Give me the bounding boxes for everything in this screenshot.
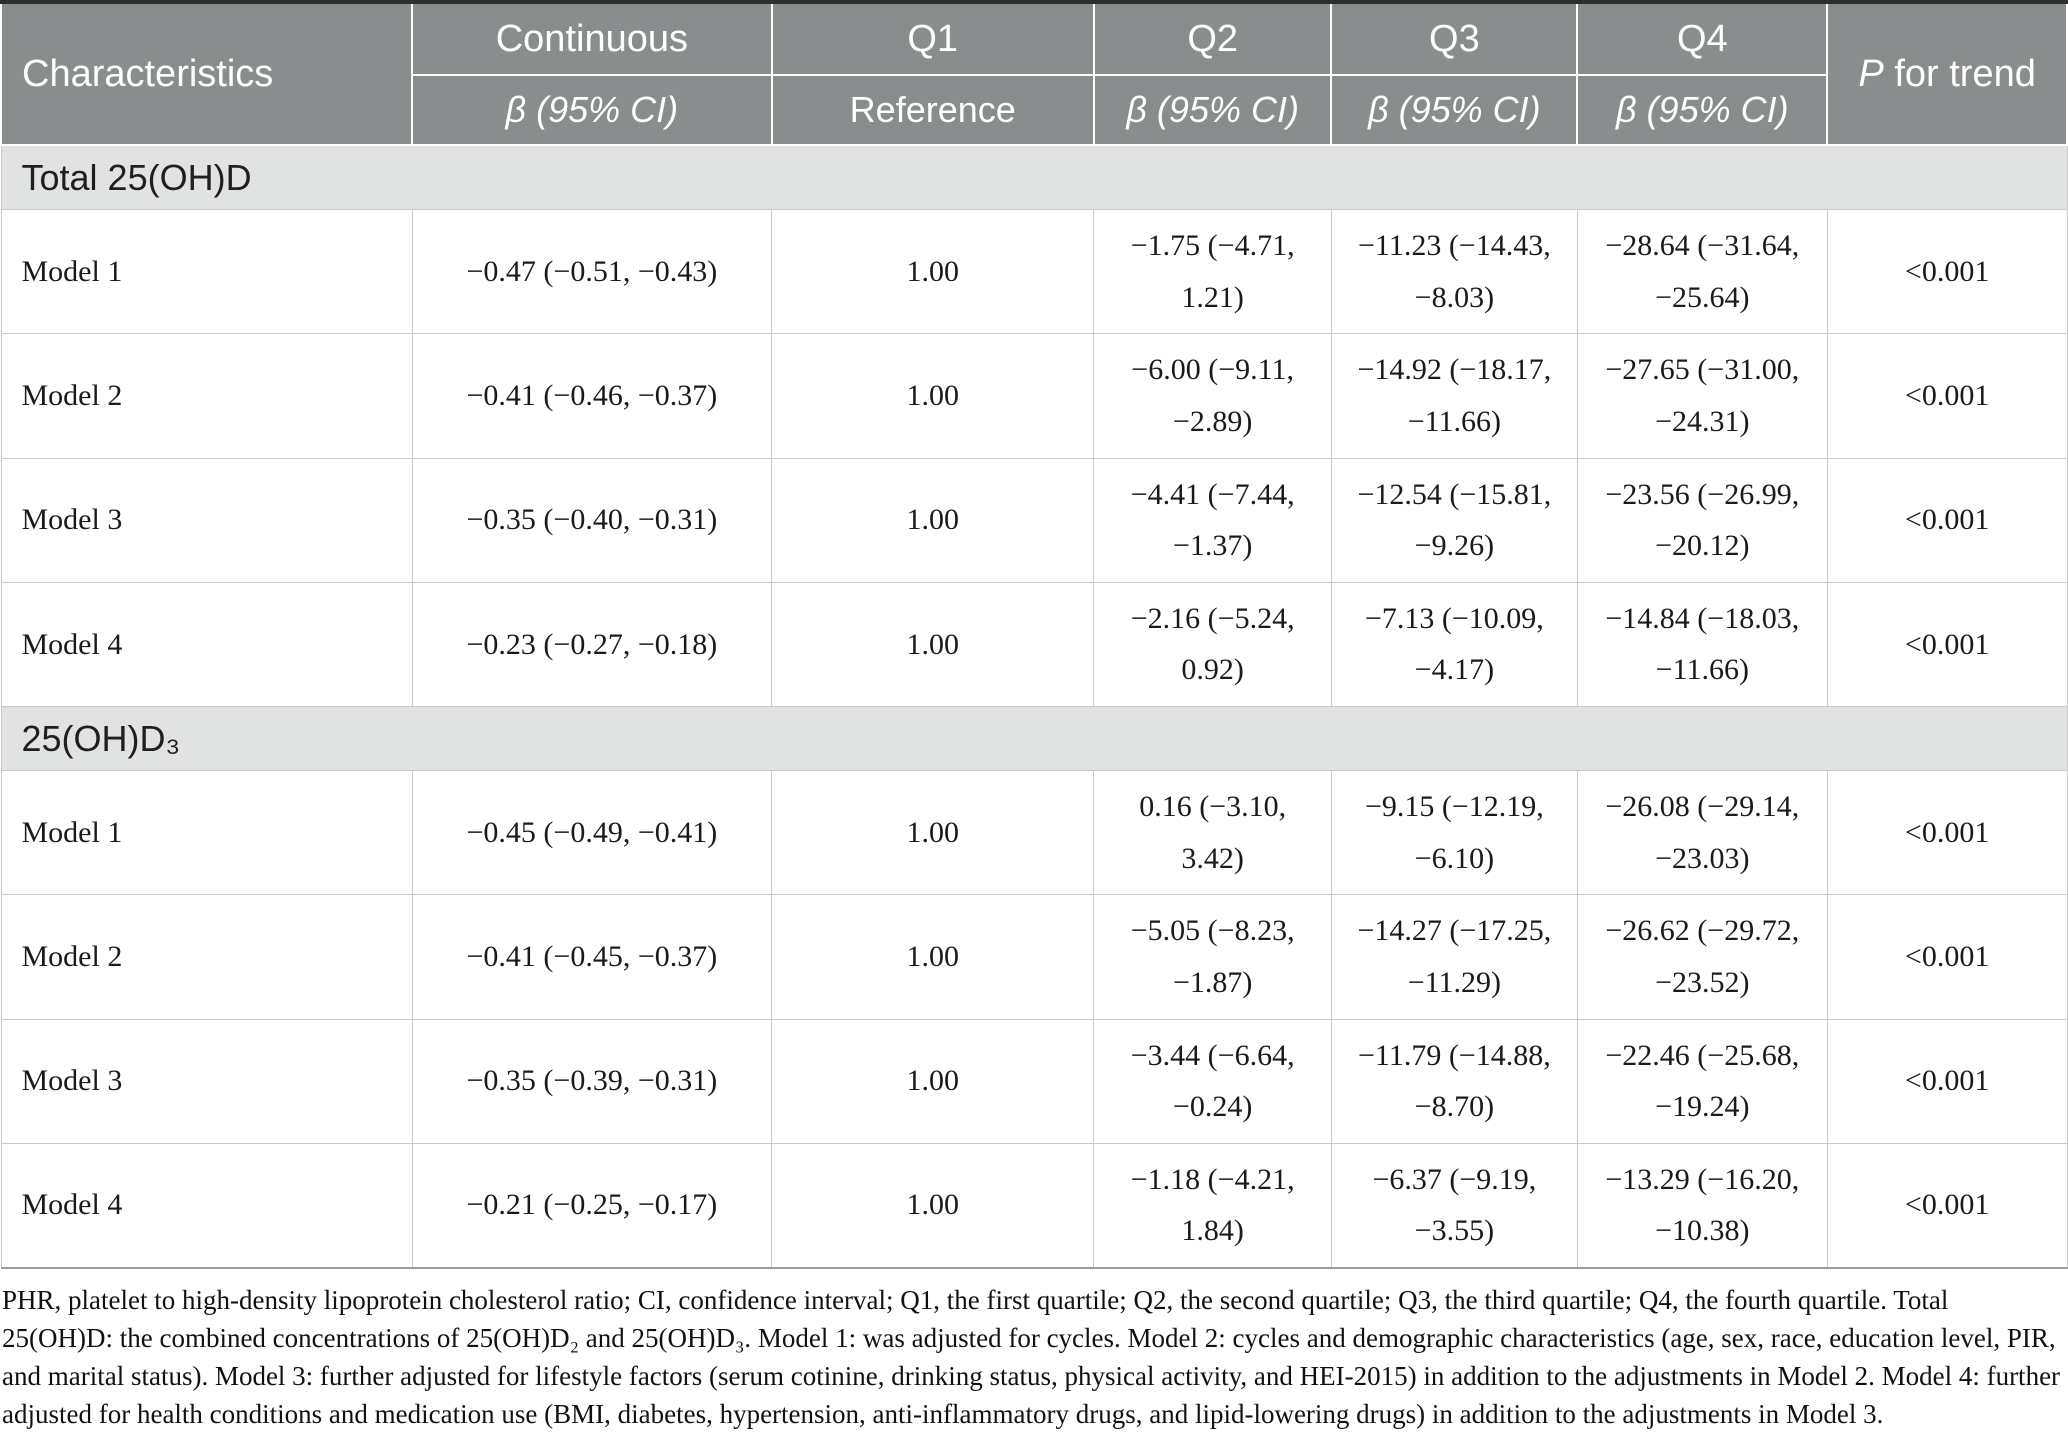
cell-continuous: −0.47 (−0.51, −0.43) [411, 209, 773, 335]
cell-q4: −28.64 (−31.64, −25.64) [1576, 209, 1828, 335]
cell-p-for-trend: <0.001 [1826, 1018, 2068, 1144]
cell-q1: 1.00 [771, 1018, 1095, 1144]
section-header-25ohd3: 25(OH)D₃ [0, 705, 2068, 772]
row-label: Model 1 [0, 770, 413, 896]
section-title: Total 25(OH)D [0, 144, 2068, 211]
cell-q3: −6.37 (−9.19, −3.55) [1330, 1142, 1578, 1269]
table-row: Model 2 −0.41 (−0.45, −0.37) 1.00 −5.05 … [0, 894, 2068, 1020]
cell-q3: −7.13 (−10.09, −4.17) [1330, 581, 1578, 707]
row-label: Model 4 [0, 581, 413, 707]
table-row: Model 1 −0.45 (−0.49, −0.41) 1.00 0.16 (… [0, 770, 2068, 896]
table-row: Model 3 −0.35 (−0.39, −0.31) 1.00 −3.44 … [0, 1018, 2068, 1144]
cell-q1: 1.00 [771, 333, 1095, 459]
cell-p-for-trend: <0.001 [1826, 1142, 2068, 1269]
cell-continuous: −0.23 (−0.27, −0.18) [411, 581, 773, 707]
cell-q3: −14.27 (−17.25, −11.29) [1330, 894, 1578, 1020]
cell-q3: −14.92 (−18.17, −11.66) [1330, 333, 1578, 459]
cell-q2: −6.00 (−9.11, −2.89) [1093, 333, 1332, 459]
header-q2: Q2 [1092, 1, 1333, 76]
cell-q4: −22.46 (−25.68, −19.24) [1576, 1018, 1828, 1144]
cell-continuous: −0.41 (−0.45, −0.37) [411, 894, 773, 1020]
cell-q3: −9.15 (−12.19, −6.10) [1330, 770, 1578, 896]
cell-p-for-trend: <0.001 [1826, 333, 2068, 459]
cell-q1: 1.00 [771, 770, 1095, 896]
section-title: 25(OH)D₃ [0, 705, 2068, 772]
p-for-trend-italic-p: P [1858, 52, 1884, 95]
header-p-for-trend: P for trend [1826, 1, 2068, 146]
table-footnote: PHR, platelet to high-density lipoprotei… [2, 1284, 2061, 1429]
header-continuous: Continuous [411, 1, 773, 76]
table-row: Model 1 −0.47 (−0.51, −0.43) 1.00 −1.75 … [0, 209, 2068, 335]
cell-q4: −23.56 (−26.99, −20.12) [1576, 457, 1828, 583]
cell-p-for-trend: <0.001 [1826, 894, 2068, 1020]
subheader-continuous-beta-ci: β (95% CI) [411, 74, 773, 146]
table-row: Model 3 −0.35 (−0.40, −0.31) 1.00 −4.41 … [0, 457, 2068, 583]
table-row: Model 4 −0.23 (−0.27, −0.18) 1.00 −2.16 … [0, 581, 2068, 707]
cell-q1: 1.00 [771, 894, 1095, 1020]
header-row-top: Characteristics Continuous Q1 Q2 Q3 Q4 P… [0, 1, 2068, 146]
row-label: Model 4 [0, 1142, 413, 1269]
cell-q1: 1.00 [771, 209, 1095, 335]
cell-p-for-trend: <0.001 [1826, 209, 2068, 335]
cell-q3: −12.54 (−15.81, −9.26) [1330, 457, 1578, 583]
subheader-q3-beta-ci: β (95% CI) [1330, 74, 1579, 146]
cell-continuous: −0.21 (−0.25, −0.17) [411, 1142, 773, 1269]
regression-results-table: Characteristics Continuous Q1 Q2 Q3 Q4 P… [0, 0, 2068, 1269]
cell-continuous: −0.45 (−0.49, −0.41) [411, 770, 773, 896]
cell-q4: −26.62 (−29.72, −23.52) [1576, 894, 1828, 1020]
cell-q3: −11.23 (−14.43, −8.03) [1330, 209, 1578, 335]
cell-p-for-trend: <0.001 [1826, 457, 2068, 583]
cell-q2: −4.41 (−7.44, −1.37) [1093, 457, 1332, 583]
header-characteristics: Characteristics [0, 1, 414, 146]
header-q3: Q3 [1330, 1, 1579, 76]
cell-p-for-trend: <0.001 [1826, 770, 2068, 896]
subheader-q1-reference: Reference [770, 74, 1095, 146]
row-label: Model 2 [0, 333, 413, 459]
subheader-q2-beta-ci: β (95% CI) [1092, 74, 1333, 146]
header-q1: Q1 [770, 1, 1095, 76]
subheader-q4-beta-ci: β (95% CI) [1576, 74, 1829, 146]
p-for-trend-rest: for trend [1883, 52, 2036, 95]
cell-p-for-trend: <0.001 [1826, 581, 2068, 707]
cell-continuous: −0.35 (−0.39, −0.31) [411, 1018, 773, 1144]
cell-q2: −3.44 (−6.64, −0.24) [1093, 1018, 1332, 1144]
cell-q2: −1.18 (−4.21, 1.84) [1093, 1142, 1332, 1269]
cell-q4: −14.84 (−18.03, −11.66) [1576, 581, 1828, 707]
cell-q3: −11.79 (−14.88, −8.70) [1330, 1018, 1578, 1144]
cell-q2: 0.16 (−3.10, 3.42) [1093, 770, 1332, 896]
cell-q1: 1.00 [771, 581, 1095, 707]
table-row: Model 4 −0.21 (−0.25, −0.17) 1.00 −1.18 … [0, 1142, 2068, 1269]
cell-q4: −13.29 (−16.20, −10.38) [1576, 1142, 1828, 1269]
row-label: Model 2 [0, 894, 413, 1020]
header-q4: Q4 [1576, 1, 1829, 76]
cell-q4: −26.08 (−29.14, −23.03) [1576, 770, 1828, 896]
row-label: Model 3 [0, 457, 413, 583]
table-row: Model 2 −0.41 (−0.46, −0.37) 1.00 −6.00 … [0, 333, 2068, 459]
cell-continuous: −0.41 (−0.46, −0.37) [411, 333, 773, 459]
header-row-sub: β (95% CI) Reference β (95% CI) β (95% C… [1, 74, 2067, 146]
cell-q1: 1.00 [771, 1142, 1095, 1269]
cell-q1: 1.00 [771, 457, 1095, 583]
row-label: Model 3 [0, 1018, 413, 1144]
cell-q2: −1.75 (−4.71, 1.21) [1093, 209, 1332, 335]
section-header-total-25ohd: Total 25(OH)D [0, 144, 2068, 211]
cell-continuous: −0.35 (−0.40, −0.31) [411, 457, 773, 583]
cell-q4: −27.65 (−31.00, −24.31) [1576, 333, 1828, 459]
cell-q2: −5.05 (−8.23, −1.87) [1093, 894, 1332, 1020]
row-label: Model 1 [0, 209, 413, 335]
cell-q2: −2.16 (−5.24, 0.92) [1093, 581, 1332, 707]
